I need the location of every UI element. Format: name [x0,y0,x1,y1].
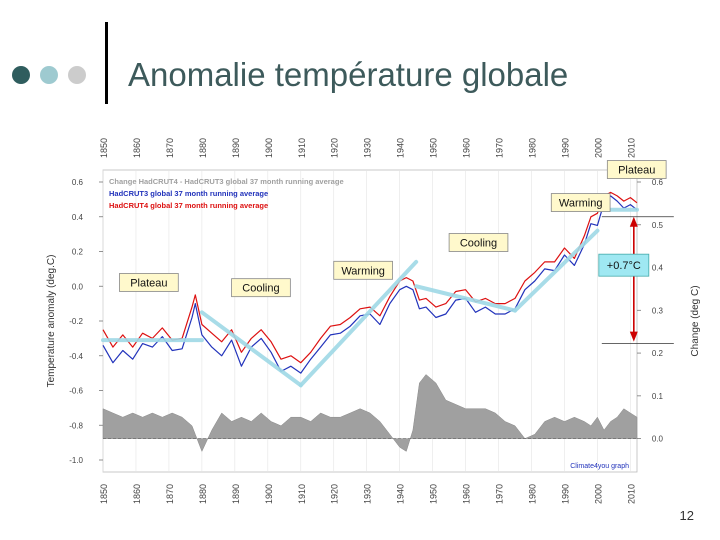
legend-entry: Change HadCRUT4 - HadCRUT3 global 37 mon… [109,177,344,186]
legend-entry: HadCRUT3 global 37 month running average [109,189,268,198]
annotation-box [606,160,667,179]
trend-line [513,228,600,313]
temperature-anomaly-chart: 1850 1850 1860 1860 1870 1870 1880 1880 1890 1890… [40,122,705,522]
y-tick-label: 0.4 [72,213,84,222]
hadcrut3-series-line [102,195,638,374]
change-arrow-head-up [629,216,638,227]
x-tick-label-bottom: 1870 [165,484,175,504]
x-tick-label-top: 1870 [165,138,175,158]
x-tick-label-top: 1970 [495,138,505,158]
annotation-label: Plateau [130,277,167,289]
annotation-label: Warming [559,198,603,210]
x-tick-label-top: 1960 [462,138,472,158]
change-arrow-head-down [629,331,638,342]
x-tick-label-bottom: 1850 [99,484,109,504]
annotation-box [231,278,291,298]
x-tick-label-bottom: 1940 [396,484,406,504]
chart-background [40,122,705,522]
y-tick-label: 0.0 [72,282,84,291]
x-tick-label-bottom: 1960 [462,484,472,504]
x-tick-label-top: 1890 [231,138,241,158]
x-tick-label-top: 1910 [297,138,307,158]
y2-tick-label: 0.4 [652,264,664,273]
trend-line [414,284,518,313]
annotation-box [550,193,611,212]
trend-line [199,310,303,388]
x-tick-label-top: 1880 [198,138,208,158]
hadcrut4-series-line [102,191,638,364]
x-tick-label-top: 1950 [429,138,439,158]
x-tick-label-bottom: 1910 [297,484,307,504]
annotation-box [333,260,393,280]
x-tick-label-top: 1850 [99,138,109,158]
x-tick-label-bottom: 1880 [198,484,208,504]
x-tick-label-bottom: 2010 [626,484,636,504]
x-tick-label-bottom: 1890 [231,484,241,504]
y2-tick-label: 0.0 [652,435,664,444]
y2-axis-title: Change (deg C) [690,285,701,356]
annotation-box [448,233,509,252]
x-tick-label-top: 2000 [593,138,603,158]
title-divider [105,22,108,104]
x-tick-label-top: 1920 [330,138,340,158]
x-tick-label-bottom: 1900 [264,484,274,504]
dot-gray [68,66,86,84]
x-tick-label-bottom: 1860 [132,484,142,504]
y-tick-label: -1.0 [69,456,83,465]
x-tick-label-top: 1900 [264,138,274,158]
decorative-dots [12,66,102,84]
y-axis-title: Temperature anomaly (deg.C) [46,255,57,388]
y2-tick-label: 0.2 [652,349,664,358]
change-area-series [102,374,638,453]
y2-tick-label: 0.6 [652,178,664,187]
annotation-label: Cooling [460,238,497,250]
x-tick-label-top: 2010 [626,138,636,158]
slide-number: 12 [679,508,694,523]
y-tick-label: 0.6 [72,178,84,187]
chart-credit: Climate4you graph [570,463,629,470]
x-tick-label-bottom: 1950 [429,484,439,504]
x-tick-label-bottom: 1930 [363,484,373,504]
y2-tick-label: 0.5 [652,221,664,230]
x-tick-label-bottom: 1970 [495,484,505,504]
annotation-box [119,273,179,292]
dot-dark [12,66,30,84]
change-label-box [598,253,650,277]
y2-tick-label: 0.3 [652,306,664,315]
y-tick-label: -0.2 [69,317,83,326]
annotation-label: Cooling [242,283,279,295]
dot-light-blue [40,66,58,84]
y-tick-label: -0.6 [69,387,83,396]
x-tick-label-top: 1860 [132,138,142,158]
x-tick-label-top: 1930 [363,138,373,158]
y-tick-label: -0.8 [69,421,83,430]
trend-line [298,259,419,388]
x-tick-label-bottom: 1920 [330,484,340,504]
annotation-label: Warming [341,265,385,277]
x-tick-label-top: 1990 [560,138,570,158]
x-tick-label-top: 1980 [528,138,538,158]
y-tick-label: 0.2 [72,248,84,257]
y-tick-label: -0.4 [69,352,83,361]
x-tick-label-bottom: 2000 [593,484,603,504]
x-tick-label-bottom: 1980 [528,484,538,504]
x-tick-label-top: 1940 [396,138,406,158]
change-label: +0.7°C [607,260,641,272]
legend-entry: HadCRUT4 global 37 month running average [109,201,268,210]
x-tick-label-bottom: 1990 [560,484,570,504]
y2-tick-label: 0.1 [652,392,664,401]
slide-title: Anomalie température globale [128,56,569,93]
annotation-label: Plateau [618,165,655,177]
